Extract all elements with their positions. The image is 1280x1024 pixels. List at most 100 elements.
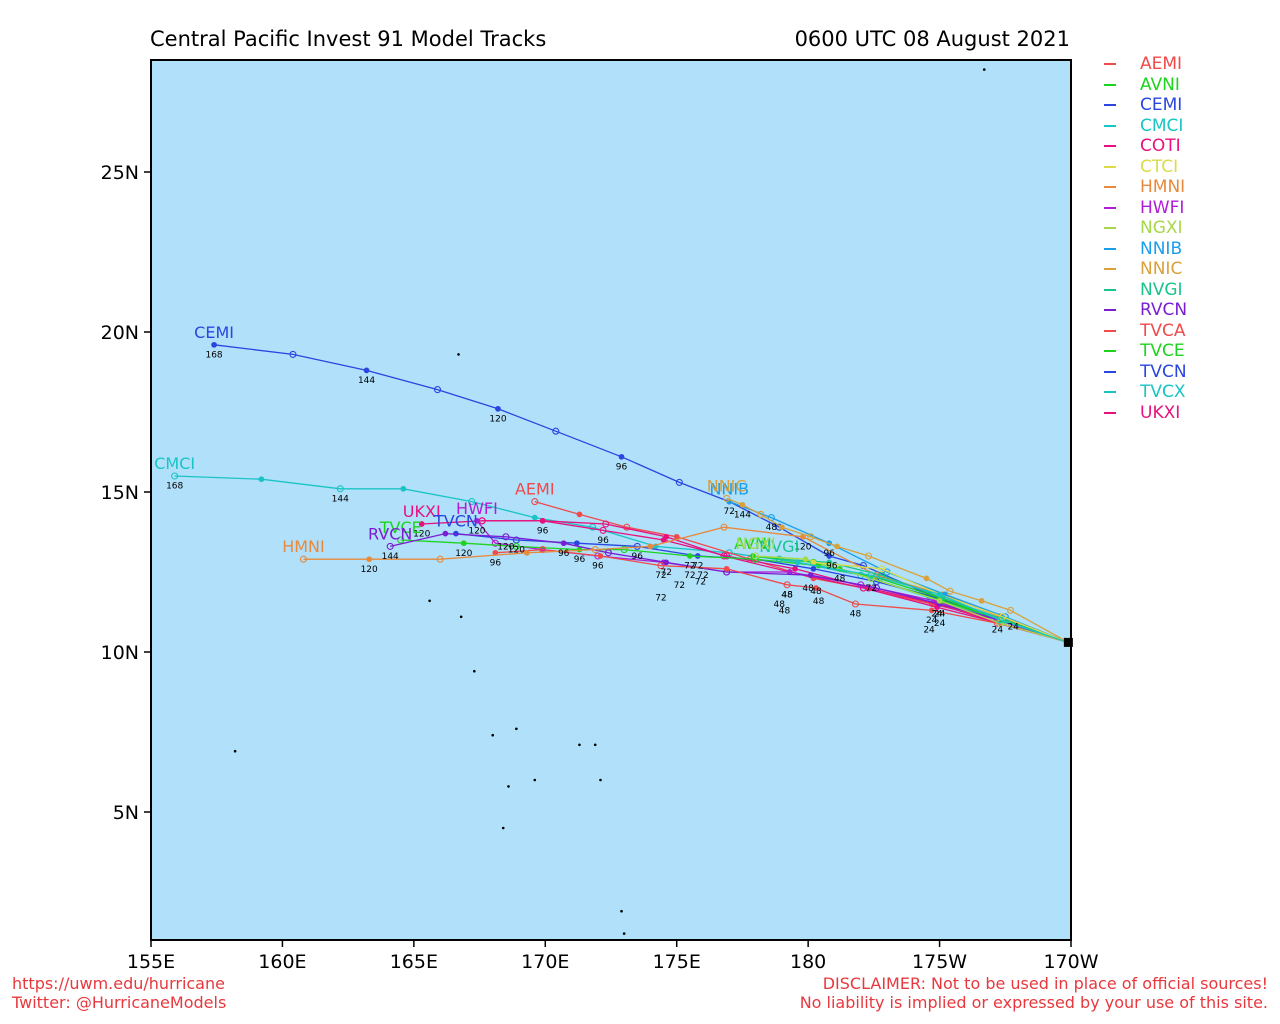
hour-label: 72 bbox=[674, 581, 685, 591]
hour-label: 120 bbox=[455, 549, 472, 559]
hour-label: 24 bbox=[923, 626, 935, 636]
lon-tick-label: 180 bbox=[790, 951, 826, 973]
track-point-hmni bbox=[720, 523, 728, 531]
track-point-rvcn bbox=[872, 584, 881, 592]
lon-tick-label: 175W bbox=[912, 951, 967, 973]
legend-label: NVGI bbox=[1140, 279, 1183, 300]
legend-swatch bbox=[1104, 104, 1116, 107]
legend-label: NGXI bbox=[1140, 218, 1183, 239]
lon-tick-label: 155E bbox=[127, 951, 175, 973]
track-coti bbox=[482, 520, 1069, 644]
lon-tick-label: 165E bbox=[390, 951, 438, 973]
website-link[interactable]: https://uwm.edu/hurricane bbox=[12, 974, 225, 993]
legend-label: NNIC bbox=[1140, 259, 1183, 280]
map-frame bbox=[150, 59, 1072, 941]
track-point-hwfi bbox=[491, 539, 499, 547]
hour-label: 72 bbox=[655, 571, 666, 581]
legend-item-nnic: NNIC bbox=[1104, 259, 1187, 280]
track-point-cmci bbox=[531, 514, 538, 521]
track-point-nnic bbox=[739, 501, 746, 508]
legend-swatch bbox=[1104, 63, 1116, 66]
hour-label: 96 bbox=[823, 549, 835, 559]
islands-layer bbox=[233, 68, 986, 935]
track-point-ukxi bbox=[792, 565, 798, 572]
track-name-nnic: NNIC bbox=[707, 476, 747, 495]
hour-label: 120 bbox=[508, 546, 525, 556]
track-name-avni: AVNI bbox=[734, 534, 772, 553]
hour-label: 96 bbox=[537, 526, 549, 536]
track-point-rvcn bbox=[663, 559, 670, 566]
track-point-aemi bbox=[576, 511, 583, 518]
track-name-aemi: AEMI bbox=[515, 480, 555, 499]
track-point-rvcn bbox=[807, 572, 814, 579]
tracks-layer bbox=[171, 341, 1069, 644]
lon-tick-label: 170E bbox=[521, 951, 569, 973]
track-point-cemi bbox=[289, 350, 297, 358]
island-13 bbox=[620, 909, 623, 913]
hour-label: 24 bbox=[931, 610, 943, 620]
legend-item-tvcx: TVCX bbox=[1104, 382, 1187, 403]
legend-item-cemi: CEMI bbox=[1104, 95, 1187, 116]
track-aemi bbox=[534, 500, 1069, 644]
track-point-tvce bbox=[687, 553, 693, 559]
track-point-tvcx bbox=[936, 591, 943, 598]
legend-item-rvcn: RVCN bbox=[1104, 300, 1187, 321]
legend-item-cmci: CMCI bbox=[1104, 116, 1187, 137]
hour-label: 120 bbox=[794, 542, 811, 552]
legend-label: TVCE bbox=[1140, 341, 1185, 362]
legend-label: CEMI bbox=[1140, 95, 1183, 116]
track-ukxi bbox=[421, 520, 1069, 644]
track-point-hmni bbox=[647, 543, 654, 550]
legend-label: TVCN bbox=[1140, 361, 1187, 382]
lat-tick-label: 15N bbox=[101, 482, 139, 504]
island-1 bbox=[457, 353, 460, 356]
track-point-tvcx bbox=[996, 616, 1004, 624]
track-point-aemi bbox=[531, 498, 539, 506]
track-point-cmci bbox=[171, 472, 179, 480]
track-point-cemi bbox=[618, 453, 625, 460]
track-point-ukxi bbox=[723, 552, 731, 560]
legend-swatch bbox=[1104, 329, 1116, 332]
track-point-tvce bbox=[620, 546, 628, 554]
island-3 bbox=[428, 599, 431, 603]
track-name-ukxi: UKXI bbox=[403, 502, 441, 521]
island-12 bbox=[599, 778, 602, 782]
lat-tick-label: 5N bbox=[113, 802, 139, 824]
track-point-cemi bbox=[552, 427, 560, 435]
track-point-nnic bbox=[923, 575, 930, 582]
legend-item-ukxi: UKXI bbox=[1104, 403, 1187, 424]
track-name-nnib: NNIB bbox=[709, 480, 749, 499]
track-point-hmni bbox=[299, 555, 308, 563]
axis-layer: 155E 160E 165E 170E 175E 180 175W 170W 5N 10N 15N 2… bbox=[101, 162, 1099, 973]
track-point-nnic bbox=[865, 552, 873, 560]
hour-label: 72 bbox=[655, 594, 666, 604]
track-point-nnic bbox=[779, 524, 785, 531]
lon-tick-label: 170W bbox=[1043, 951, 1098, 973]
footer-links: https://uwm.edu/hurricane Twitter: @Hurr… bbox=[12, 974, 226, 1012]
legend: AEMI AVNI CEMI CMCI COTI CTCI HMNI HWFI NGXI NNIB… bbox=[1104, 54, 1187, 423]
track-point-hmni bbox=[524, 549, 530, 556]
island-2 bbox=[982, 68, 986, 71]
map-title: Central Pacific Invest 91 Model Tracks bbox=[150, 27, 547, 51]
track-name-hmni: HMNI bbox=[282, 537, 325, 556]
hour-label: 168 bbox=[205, 350, 222, 360]
track-point-cmci bbox=[400, 485, 407, 492]
track-point-cmci bbox=[336, 485, 344, 493]
legend-label: CMCI bbox=[1140, 115, 1184, 136]
twitter-handle[interactable]: Twitter: @HurricaneModels bbox=[12, 993, 227, 1012]
track-point-ngxi bbox=[802, 556, 809, 563]
island-15 bbox=[515, 727, 518, 731]
track-point-tvcx bbox=[867, 571, 875, 579]
legend-label: AVNI bbox=[1140, 74, 1180, 95]
legend-swatch bbox=[1104, 124, 1116, 127]
track-point-tvca bbox=[813, 585, 819, 591]
track-point-nnic bbox=[978, 597, 985, 604]
track-point-nnic bbox=[807, 533, 815, 541]
track-point-cemi bbox=[433, 386, 442, 394]
hour-label: 120 bbox=[413, 530, 430, 540]
island-11 bbox=[593, 743, 597, 747]
legend-item-nnib: NNIB bbox=[1104, 239, 1187, 260]
legend-label: AEMI bbox=[1140, 54, 1183, 75]
